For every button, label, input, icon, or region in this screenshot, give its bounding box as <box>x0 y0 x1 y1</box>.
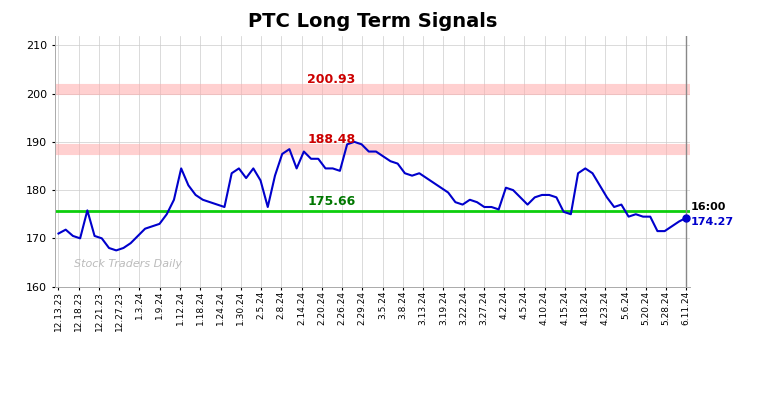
Text: 174.27: 174.27 <box>691 217 734 226</box>
Title: PTC Long Term Signals: PTC Long Term Signals <box>248 12 497 31</box>
Text: Stock Traders Daily: Stock Traders Daily <box>74 259 182 269</box>
Text: 188.48: 188.48 <box>307 133 356 146</box>
Text: 16:00: 16:00 <box>691 202 726 212</box>
Text: 200.93: 200.93 <box>307 73 356 86</box>
Text: 175.66: 175.66 <box>307 195 356 208</box>
